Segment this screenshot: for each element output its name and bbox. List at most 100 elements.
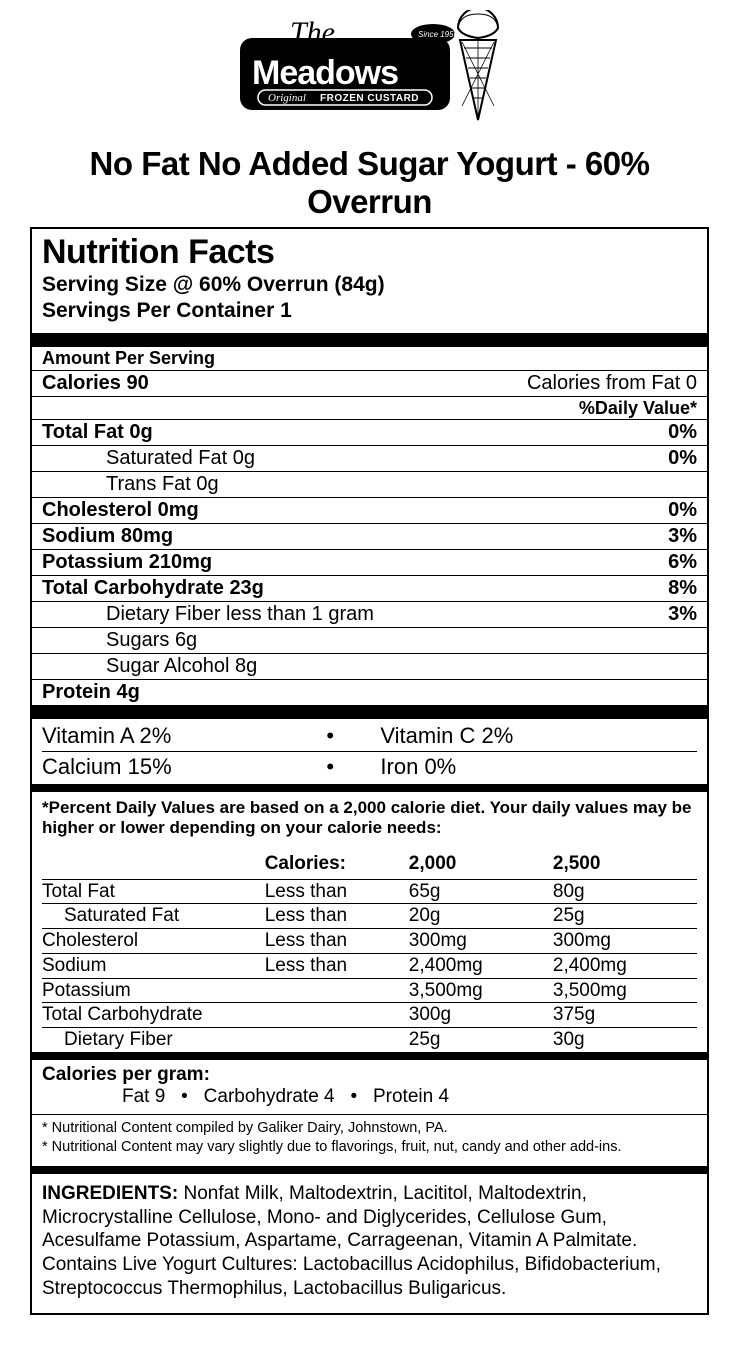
logo-original: Original: [268, 92, 306, 104]
dv-row-2500: 80g: [553, 880, 697, 904]
trans-fat-value: 0g: [196, 473, 218, 495]
note-1: * Nutritional Content compiled by Galike…: [42, 1119, 697, 1139]
cpg-carb: Carbohydrate 4: [204, 1086, 335, 1107]
row-protein: Protein 4g: [32, 679, 707, 705]
brand-logo: The Meadows Original FROZEN CUSTARD Sinc…: [230, 10, 510, 135]
sat-fat-label: Saturated Fat: [106, 447, 227, 469]
row-potassium: Potassium 210mg 6%: [32, 549, 707, 575]
dv-table-row: SodiumLess than2,400mg2,400mg: [42, 953, 697, 978]
dv-row-name: Cholesterol: [42, 929, 265, 953]
dv-row-2000: 3,500mg: [409, 979, 553, 1003]
ingredients-block: INGREDIENTS: Nonfat Milk, Maltodextrin, …: [32, 1174, 707, 1313]
vit-c-label: Vitamin C: [380, 723, 475, 748]
nutrition-facts-title: Nutrition Facts: [32, 229, 707, 272]
daily-value-header: %Daily Value*: [32, 396, 707, 420]
vitamin-row-1: Vitamin A 2% • Vitamin C 2%: [42, 721, 697, 751]
carb-dv: 8%: [668, 576, 697, 601]
calories-left: Calories 90: [42, 371, 149, 396]
dv-table-row: CholesterolLess than300mg300mg: [42, 928, 697, 953]
potassium-label: Potassium: [42, 551, 143, 573]
page: The Meadows Original FROZEN CUSTARD Sinc…: [0, 0, 739, 1335]
servings-per-container: Servings Per Container 1: [42, 298, 697, 324]
calories-value: 90: [127, 372, 149, 394]
vitamin-row-2: Calcium 15% • Iron 0%: [42, 751, 697, 782]
cpg-fat: Fat 9: [122, 1086, 165, 1107]
vit-a-value: 2%: [139, 723, 171, 748]
dv-row-2500: 25g: [553, 904, 697, 928]
total-fat-label: Total Fat: [42, 421, 124, 443]
cpg-line: Fat 9 • Carbohydrate 4 • Protein 4: [42, 1086, 697, 1108]
vit-a-label: Vitamin A: [42, 723, 133, 748]
dv-row-name: Dietary Fiber: [42, 1028, 265, 1052]
row-sat-fat: Saturated Fat 0g 0%: [32, 445, 707, 471]
dv-head-2500: 2,500: [553, 853, 697, 875]
sugar-alc-value: 8g: [235, 655, 257, 677]
dot-icon: •: [350, 1086, 357, 1107]
dv-row-name: Sodium: [42, 954, 265, 978]
dv-row-name: Saturated Fat: [42, 904, 265, 928]
dv-row-name: Total Carbohydrate: [42, 1003, 265, 1027]
calories-label: Calories: [42, 372, 121, 394]
divider-medium: [32, 1166, 707, 1174]
dv-row-qual: Less than: [265, 929, 409, 953]
nutrition-panel: Nutrition Facts Serving Size @ 60% Overr…: [30, 227, 709, 1315]
carb-label: Total Carbohydrate: [42, 577, 224, 599]
dv-table-row: Saturated FatLess than20g25g: [42, 903, 697, 928]
logo-container: The Meadows Original FROZEN CUSTARD Sinc…: [30, 10, 709, 135]
dv-table-header: Calories: 2,000 2,500: [42, 843, 697, 879]
serving-size: Serving Size @ 60% Overrun (84g): [42, 272, 697, 298]
protein-label: Protein: [42, 681, 111, 703]
meadows-logo-icon: The Meadows Original FROZEN CUSTARD Sinc…: [230, 10, 510, 130]
dv-row-2000: 2,400mg: [409, 954, 553, 978]
dv-row-name: Total Fat: [42, 880, 265, 904]
dot-icon: •: [304, 752, 356, 782]
amount-per-serving: Amount Per Serving: [32, 347, 707, 370]
sugars-label: Sugars: [106, 629, 169, 651]
row-sugars: Sugars 6g: [32, 627, 707, 653]
logo-since: Since 1950: [418, 30, 459, 39]
divider-thick: [32, 705, 707, 719]
dv-row-2500: 375g: [553, 1003, 697, 1027]
iron-value: 0%: [424, 754, 456, 779]
row-total-fat: Total Fat 0g 0%: [32, 419, 707, 445]
divider-thick: [32, 333, 707, 347]
small-notes: * Nutritional Content compiled by Galike…: [32, 1115, 707, 1166]
dv-row-qual: [265, 1028, 409, 1052]
sat-fat-dv: 0%: [668, 446, 697, 471]
dv-row-2000: 65g: [409, 880, 553, 904]
total-fat-value: 0g: [129, 421, 152, 443]
cholesterol-label: Cholesterol: [42, 499, 152, 521]
iron-label: Iron: [380, 754, 418, 779]
calcium-value: 15%: [128, 754, 172, 779]
row-fiber: Dietary Fiber less than 1 gram 3%: [32, 601, 707, 627]
trans-fat-label: Trans Fat: [106, 473, 191, 495]
row-sugar-alcohol: Sugar Alcohol 8g: [32, 653, 707, 679]
calories-row: Calories 90 Calories from Fat 0: [32, 370, 707, 396]
dot-icon: •: [181, 1086, 188, 1107]
dv-head-2000: 2,000: [409, 853, 553, 875]
sugar-alc-label: Sugar Alcohol: [106, 655, 229, 677]
dv-row-2000: 300g: [409, 1003, 553, 1027]
dv-row-2000: 300mg: [409, 929, 553, 953]
divider-medium: [32, 784, 707, 792]
vit-c-value: 2%: [481, 723, 513, 748]
dv-row-2500: 3,500mg: [553, 979, 697, 1003]
sodium-label: Sodium: [42, 525, 115, 547]
dv-table-row: Potassium 3,500mg3,500mg: [42, 978, 697, 1003]
dv-row-qual: Less than: [265, 880, 409, 904]
total-fat-dv: 0%: [668, 420, 697, 445]
protein-value: 4g: [116, 681, 139, 703]
cone-icon: [458, 10, 498, 120]
dv-row-2500: 30g: [553, 1028, 697, 1052]
dv-table-row: Total Carbohydrate 300g375g: [42, 1002, 697, 1027]
product-title: No Fat No Added Sugar Yogurt - 60% Overr…: [30, 145, 709, 221]
divider-medium: [32, 1052, 707, 1060]
note-2: * Nutritional Content may vary slightly …: [42, 1138, 697, 1158]
cholesterol-dv: 0%: [668, 498, 697, 523]
ingredients-label: INGREDIENTS:: [42, 1183, 178, 1204]
dv-row-qual: Less than: [265, 904, 409, 928]
dv-row-name: Potassium: [42, 979, 265, 1003]
fiber-label: Dietary Fiber: [106, 603, 220, 625]
sugars-value: 6g: [175, 629, 197, 651]
fiber-dv: 3%: [668, 602, 697, 627]
